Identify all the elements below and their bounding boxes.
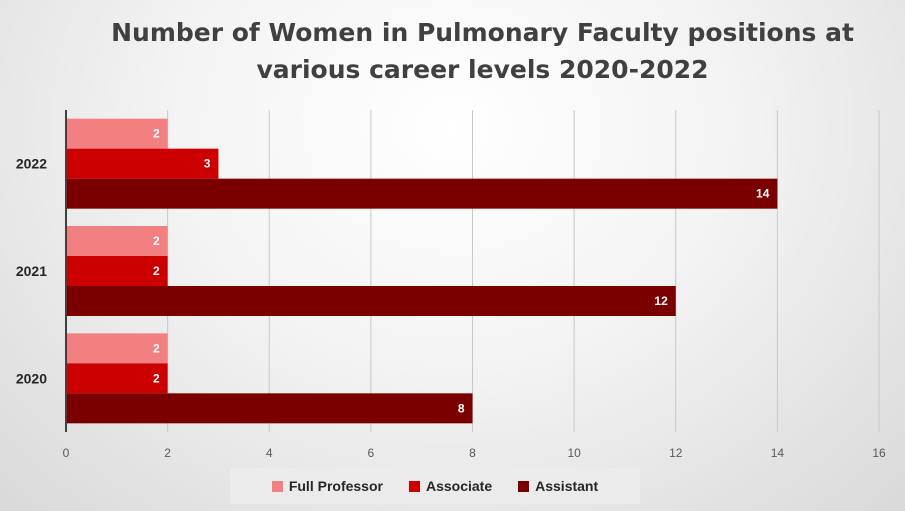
chart-title-line-2: various career levels 2020-2022 bbox=[256, 55, 709, 84]
legend-swatch-assistant bbox=[518, 480, 530, 492]
x-tick-label: 8 bbox=[469, 446, 476, 460]
bar bbox=[66, 178, 778, 209]
legend-swatch-full-professor bbox=[271, 480, 283, 492]
category-label: 2022 bbox=[16, 156, 47, 172]
data-label: 2 bbox=[153, 234, 160, 248]
legend-label-full-professor: Full Professor bbox=[288, 478, 383, 494]
bar bbox=[66, 148, 219, 179]
x-tick-label: 4 bbox=[266, 446, 273, 460]
bar bbox=[66, 226, 168, 256]
bar bbox=[66, 363, 168, 394]
bar bbox=[66, 256, 168, 286]
bar bbox=[66, 393, 473, 424]
data-label: 12 bbox=[654, 294, 668, 308]
data-label: 2 bbox=[153, 264, 160, 278]
bar bbox=[66, 333, 168, 364]
data-label: 14 bbox=[756, 187, 770, 201]
chart-title: Number of Women in Pulmonary Faculty pos… bbox=[0, 14, 905, 88]
data-label: 2 bbox=[153, 371, 160, 385]
legend-label-associate: Associate bbox=[425, 478, 493, 494]
x-tick-label: 16 bbox=[872, 446, 886, 460]
x-tick-label: 0 bbox=[63, 446, 70, 460]
data-label: 3 bbox=[204, 157, 211, 171]
x-tick-label: 14 bbox=[771, 446, 785, 460]
x-tick-label: 10 bbox=[567, 446, 581, 460]
x-tick-label: 2 bbox=[164, 446, 171, 460]
legend-item-assistant[interactable]: Assistant bbox=[518, 478, 598, 494]
legend-item-full-professor[interactable]: Full Professor bbox=[271, 478, 383, 494]
x-tick-label: 12 bbox=[669, 446, 683, 460]
chart-title-line-1: Number of Women in Pulmonary Faculty pos… bbox=[111, 18, 854, 47]
data-label: 8 bbox=[458, 401, 465, 415]
legend: Full Professor Associate Assistant bbox=[230, 468, 640, 504]
data-label: 2 bbox=[153, 127, 160, 141]
category-label: 2020 bbox=[16, 370, 47, 386]
legend-item-associate[interactable]: Associate bbox=[408, 478, 493, 494]
data-label: 2 bbox=[153, 341, 160, 355]
bar bbox=[66, 286, 676, 316]
category-label: 2021 bbox=[16, 263, 47, 279]
bar bbox=[66, 118, 168, 149]
legend-label-assistant: Assistant bbox=[535, 478, 599, 494]
legend-swatch-associate bbox=[408, 480, 420, 492]
x-tick-label: 6 bbox=[368, 446, 375, 460]
